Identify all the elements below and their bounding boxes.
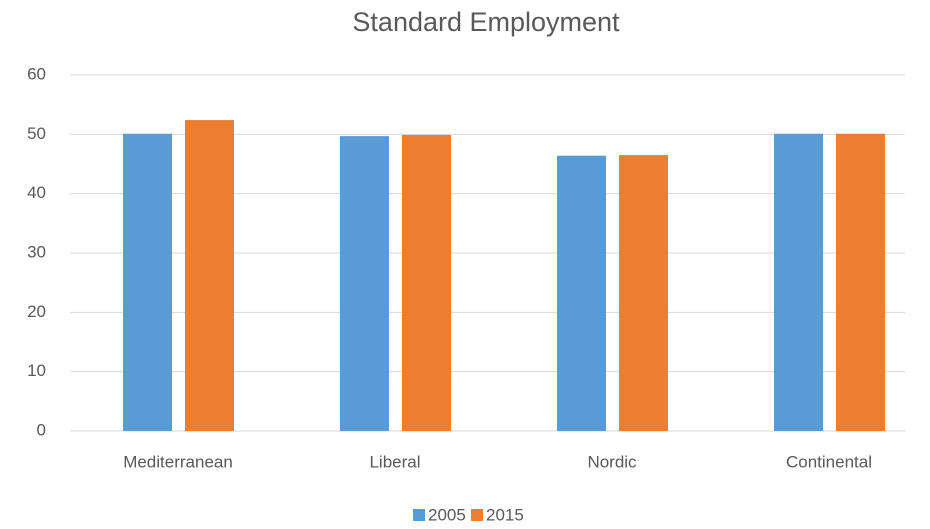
legend-label: 2015 (486, 505, 524, 524)
legend-swatch (471, 509, 483, 521)
bar (619, 155, 668, 431)
x-tick-label: Mediterranean (123, 452, 233, 471)
x-tick-label: Liberal (369, 452, 420, 471)
y-tick-label: 0 (37, 420, 46, 439)
bar (185, 120, 234, 432)
y-tick-label: 10 (27, 361, 46, 380)
bar (557, 155, 606, 431)
bar (123, 133, 172, 432)
chart-title: Standard Employment (352, 7, 620, 37)
x-tick-label: Continental (786, 452, 872, 471)
x-tick-label: Nordic (587, 452, 637, 471)
y-tick-label: 60 (27, 64, 46, 83)
bar (836, 133, 885, 432)
legend-label: 2005 (428, 505, 466, 524)
bar (774, 133, 823, 432)
bar (402, 134, 451, 431)
legend-swatch (413, 509, 425, 521)
y-tick-label: 30 (27, 242, 46, 261)
y-tick-label: 40 (27, 183, 46, 202)
bar (340, 136, 389, 431)
y-tick-label: 50 (27, 124, 46, 143)
y-tick-label: 20 (27, 302, 46, 321)
